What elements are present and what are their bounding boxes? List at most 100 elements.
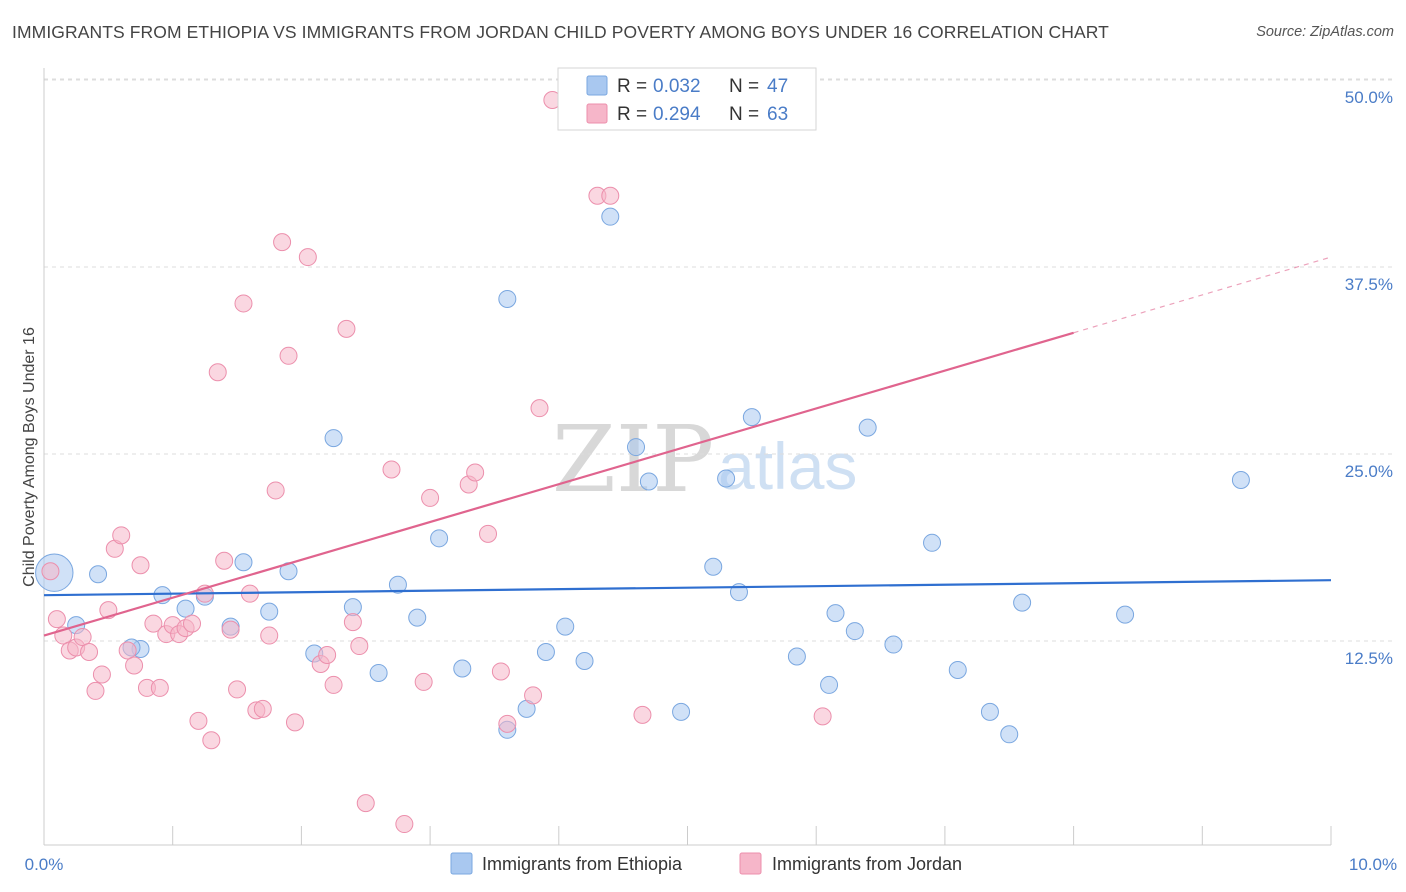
ethiopia-point (845, 622, 864, 641)
ethiopia-point (369, 663, 388, 682)
x-tick-label-min: 0.0% (25, 855, 64, 874)
legend-r-value-ethiopia: 0.032 (653, 76, 701, 97)
bottom-legend: Immigrants from Ethiopia Immigrants from… (450, 852, 962, 875)
jordan-point (92, 665, 111, 684)
y-tick-labels: 12.5% 25.0% 37.5% 50.0% (1345, 88, 1393, 668)
legend-n-label-jordan: N = (729, 104, 759, 125)
jordan-point (466, 463, 485, 482)
ethiopia-point (388, 575, 407, 594)
ethiopia-point (601, 207, 620, 226)
ethiopia-point (923, 533, 942, 552)
bottom-legend-label-ethiopia: Immigrants from Ethiopia (482, 854, 683, 874)
jordan-point (253, 699, 272, 718)
jordan-point (131, 556, 150, 575)
series-ethiopia-points (35, 207, 1250, 744)
jordan-point (324, 675, 343, 694)
trendlines (43, 256, 1332, 637)
ethiopia-point (717, 469, 736, 488)
ethiopia-point (89, 565, 108, 584)
y-tick-label: 50.0% (1345, 88, 1393, 107)
bottom-legend-swatch-ethiopia (450, 852, 473, 875)
ethiopia-point (575, 651, 594, 670)
jordan-point (73, 628, 92, 647)
legend-box: R = 0.032 N = 47 R = 0.294 N = 63 (557, 67, 817, 131)
legend-n-value-ethiopia: 47 (767, 76, 788, 97)
bottom-legend-swatch-jordan (739, 852, 762, 875)
ethiopia-point (343, 598, 362, 617)
jordan-point (150, 678, 169, 697)
jordan-point (343, 613, 362, 632)
jordan-point (260, 626, 279, 645)
jordan-point (189, 711, 208, 730)
ethiopia-point (453, 659, 472, 678)
watermark-atlas: atlas (718, 429, 857, 503)
x-ticks (172, 826, 1332, 845)
source-credit: Source: ZipAtlas.com (1256, 24, 1394, 40)
y-axis-label: Child Poverty Among Boys Under 16 (21, 327, 38, 587)
jordan-point (47, 610, 66, 629)
x-tick-label-max: 10.0% (1349, 855, 1397, 874)
watermark-zip: ZIP (552, 406, 714, 513)
ethiopia-point (948, 660, 967, 679)
jordan-point (382, 460, 401, 479)
jordan-point (221, 620, 240, 639)
ethiopia-point (324, 429, 343, 448)
jordan-point (279, 346, 298, 365)
legend-swatch-jordan (586, 103, 608, 124)
jordan-point (395, 815, 414, 834)
jordan-point (112, 526, 131, 545)
jordan-point (208, 363, 227, 382)
jordan-point (234, 294, 253, 313)
ethiopia-trendline (43, 579, 1332, 597)
y-tick-label: 37.5% (1345, 275, 1393, 294)
ethiopia-point (742, 408, 761, 427)
ethiopia-point (1116, 605, 1135, 624)
jordan-point (813, 707, 832, 726)
jordan-trendline-extension (1073, 256, 1332, 334)
jordan-point (202, 731, 221, 750)
jordan-point (479, 524, 498, 543)
jordan-point (633, 705, 652, 724)
ethiopia-point (408, 608, 427, 627)
ethiopia-point (536, 643, 555, 662)
legend-r-value-jordan: 0.294 (653, 104, 701, 125)
jordan-point (530, 399, 549, 418)
series-jordan-points (41, 90, 832, 834)
y-tick-label: 12.5% (1345, 649, 1393, 668)
jordan-point (421, 488, 440, 507)
ethiopia-point (980, 702, 999, 721)
legend-n-value-jordan: 63 (767, 104, 788, 125)
jordan-point (80, 643, 99, 662)
jordan-point (337, 319, 356, 338)
ethiopia-point (1000, 725, 1019, 744)
jordan-point (144, 614, 163, 633)
chart-title: IMMIGRANTS FROM ETHIOPIA VS IMMIGRANTS F… (12, 22, 1109, 42)
jordan-point (215, 551, 234, 570)
jordan-point (318, 646, 337, 665)
jordan-point (414, 672, 433, 691)
jordan-point (86, 681, 105, 700)
ethiopia-point (498, 289, 517, 308)
ethiopia-point (639, 472, 658, 491)
y-tick-label: 25.0% (1345, 462, 1393, 481)
ethiopia-point (627, 438, 646, 457)
jordan-point (285, 713, 304, 732)
ethiopia-point (556, 617, 575, 636)
jordan-point (228, 680, 247, 699)
ethiopia-point (260, 602, 279, 621)
ethiopia-point (176, 599, 195, 618)
jordan-point (266, 481, 285, 500)
jordan-point (350, 637, 369, 656)
jordan-point (125, 656, 144, 675)
jordan-point (183, 614, 202, 633)
jordan-point (524, 686, 543, 705)
jordan-point (298, 248, 317, 267)
jordan-trendline (43, 331, 1074, 637)
ethiopia-point (672, 702, 691, 721)
ethiopia-point (234, 553, 253, 572)
ethiopia-point (1231, 470, 1250, 489)
legend-r-label-ethiopia: R = (617, 76, 647, 97)
jordan-point (118, 641, 137, 660)
legend-swatch-ethiopia (586, 75, 608, 96)
